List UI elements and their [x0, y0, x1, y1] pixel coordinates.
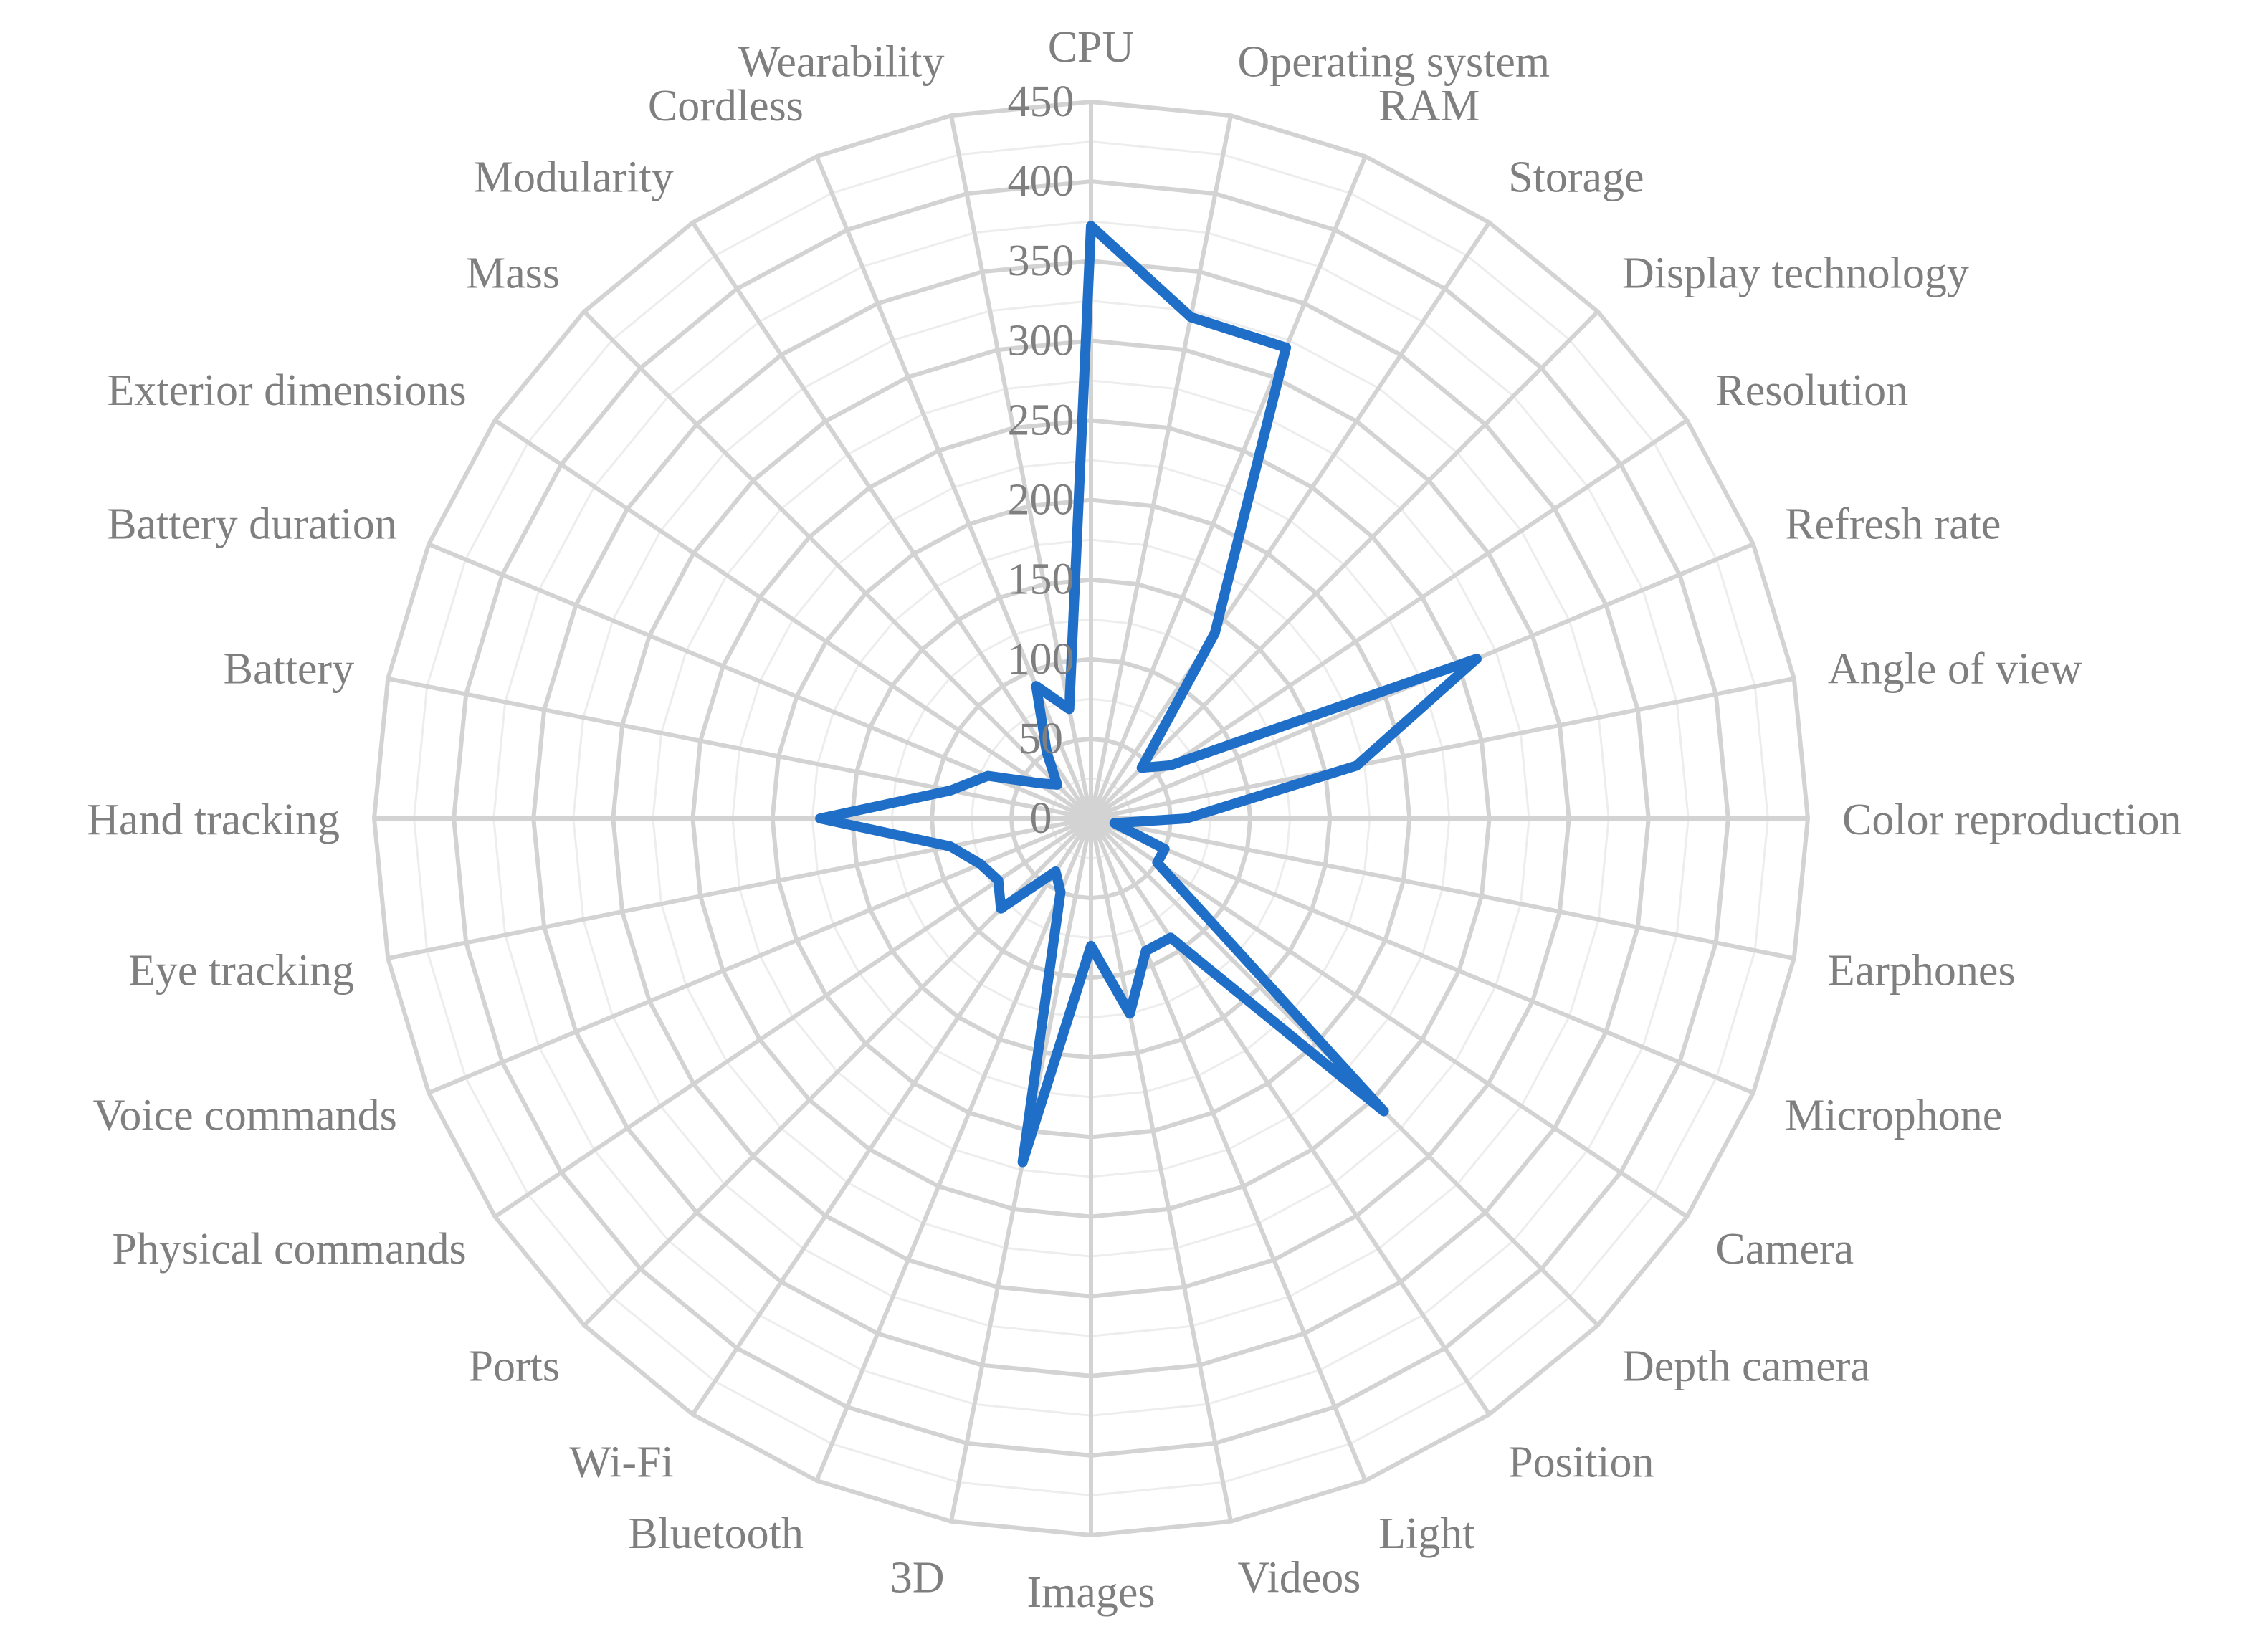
category-label: RAM [1378, 82, 1480, 130]
tick-label: 250 [1008, 396, 1075, 444]
category-label: Storage [1508, 153, 1644, 202]
tick-label: 50 [1019, 715, 1063, 763]
series-line [815, 221, 1482, 1168]
category-label: Refresh rate [1785, 500, 2001, 549]
spoke-line [1089, 155, 1368, 820]
category-label: Depth camera [1622, 1342, 1870, 1390]
tick-label: 300 [1008, 316, 1075, 365]
category-label: Exterior dimensions [108, 366, 467, 415]
tick-label: 150 [1008, 555, 1075, 604]
category-label: Hand tracking [87, 796, 340, 844]
spoke-line [948, 818, 1093, 1522]
category-label: Earphones [1828, 946, 2016, 995]
category-label: Position [1508, 1438, 1654, 1486]
spoke-line [1090, 816, 1755, 1095]
spoke-line [582, 310, 1093, 821]
category-label: Mass [466, 249, 560, 298]
category-label: Ports [469, 1342, 560, 1390]
category-label: Videos [1238, 1553, 1361, 1602]
tick-label: 0 [1030, 794, 1052, 843]
category-label: Images [1026, 1568, 1155, 1617]
spoke-line [1089, 817, 1492, 1416]
category-label: Eye tracking [128, 946, 354, 995]
spoke-line [690, 221, 1093, 820]
radial-tick-labels: 0 50 100 150 200 250 300 350 400 450 [1008, 77, 1075, 843]
tick-label: 450 [1008, 77, 1075, 126]
spoke-line [1090, 816, 1795, 961]
category-label: Wi-Fi [569, 1438, 674, 1486]
spoke-line [814, 155, 1093, 820]
tick-label: 200 [1008, 476, 1075, 525]
category-label: Display technology [1622, 249, 1969, 298]
category-label: Wearability [738, 38, 945, 87]
category-label: Light [1378, 1509, 1474, 1558]
category-label: Operating system [1238, 38, 1550, 87]
spoke-line [814, 817, 1093, 1482]
tick-label: 400 [1008, 157, 1075, 206]
category-label: Resolution [1715, 366, 1908, 415]
spoke-line [387, 816, 1092, 961]
tick-label: 350 [1008, 237, 1075, 285]
spoke-line [690, 817, 1093, 1416]
spoke-line [1090, 676, 1795, 821]
category-label: Angle of view [1828, 645, 2082, 694]
spoke-line [1089, 115, 1234, 819]
category-label: CPU [1048, 23, 1135, 72]
spoke-line [1089, 310, 1600, 821]
spoke-line [387, 676, 1092, 821]
spoke-line [1090, 816, 1689, 1219]
category-label: Microphone [1785, 1092, 2002, 1140]
category-label: Cordless [648, 82, 804, 130]
spoke-line [427, 816, 1092, 1095]
spoke-line [493, 418, 1092, 821]
category-label: Bluetooth [628, 1509, 804, 1558]
category-label: Battery [224, 645, 355, 694]
category-label: 3D [890, 1553, 945, 1602]
spoke-line [493, 816, 1092, 1219]
category-label: Color reproduction [1842, 796, 2182, 844]
spoke-line [1089, 221, 1492, 820]
category-label: Battery duration [107, 500, 397, 549]
category-label: Voice commands [93, 1092, 397, 1140]
category-label: Physical commands [112, 1225, 466, 1274]
tick-label: 100 [1008, 635, 1075, 684]
spoke-line [427, 542, 1092, 821]
category-label: Camera [1715, 1225, 1854, 1274]
spoke-line [1089, 817, 1368, 1482]
category-label: Modularity [474, 153, 674, 202]
series-layer [815, 221, 1482, 1168]
spoke-line [1090, 418, 1689, 821]
spoke-line [1089, 818, 1234, 1522]
